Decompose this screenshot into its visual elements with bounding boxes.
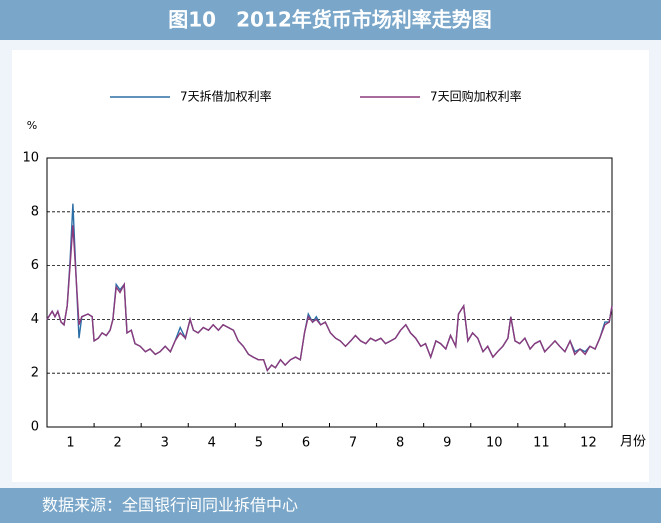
y-tick-label: 2 — [31, 366, 39, 381]
x-tick-label: 3 — [161, 436, 169, 451]
x-tick-label: 7 — [349, 436, 357, 451]
x-tick-label: 6 — [302, 436, 310, 451]
x-axis-label: 月份 — [620, 435, 646, 450]
footer-bar — [0, 488, 661, 523]
title-bar — [0, 0, 661, 40]
y-tick-label: 8 — [31, 204, 39, 219]
y-tick-label: 0 — [31, 420, 39, 435]
x-tick-label: 1 — [66, 436, 74, 451]
x-tick-label: 8 — [396, 436, 404, 451]
line-series — [46, 225, 613, 372]
y-tick-label: 6 — [31, 258, 39, 273]
legend-label: 7天拆借加权利率 — [180, 89, 272, 104]
y-tick-label: 10 — [22, 151, 39, 166]
chart-title: 图10 2012年货币市场利率走势图 — [168, 8, 492, 32]
x-tick-label: 9 — [443, 436, 451, 451]
legend-label: 7天回购加权利率 — [430, 89, 522, 104]
x-tick-label: 10 — [486, 436, 503, 451]
x-tick-label: 2 — [113, 436, 121, 451]
x-tick-label: 5 — [255, 436, 263, 451]
y-axis-label: % — [27, 119, 37, 132]
x-tick-label: 12 — [580, 436, 597, 451]
x-tick-label: 4 — [208, 436, 216, 451]
x-tick-label: 11 — [533, 436, 550, 451]
source-note: 数据来源：全国银行间同业拆借中心 — [42, 496, 298, 515]
y-tick-label: 4 — [31, 312, 39, 327]
